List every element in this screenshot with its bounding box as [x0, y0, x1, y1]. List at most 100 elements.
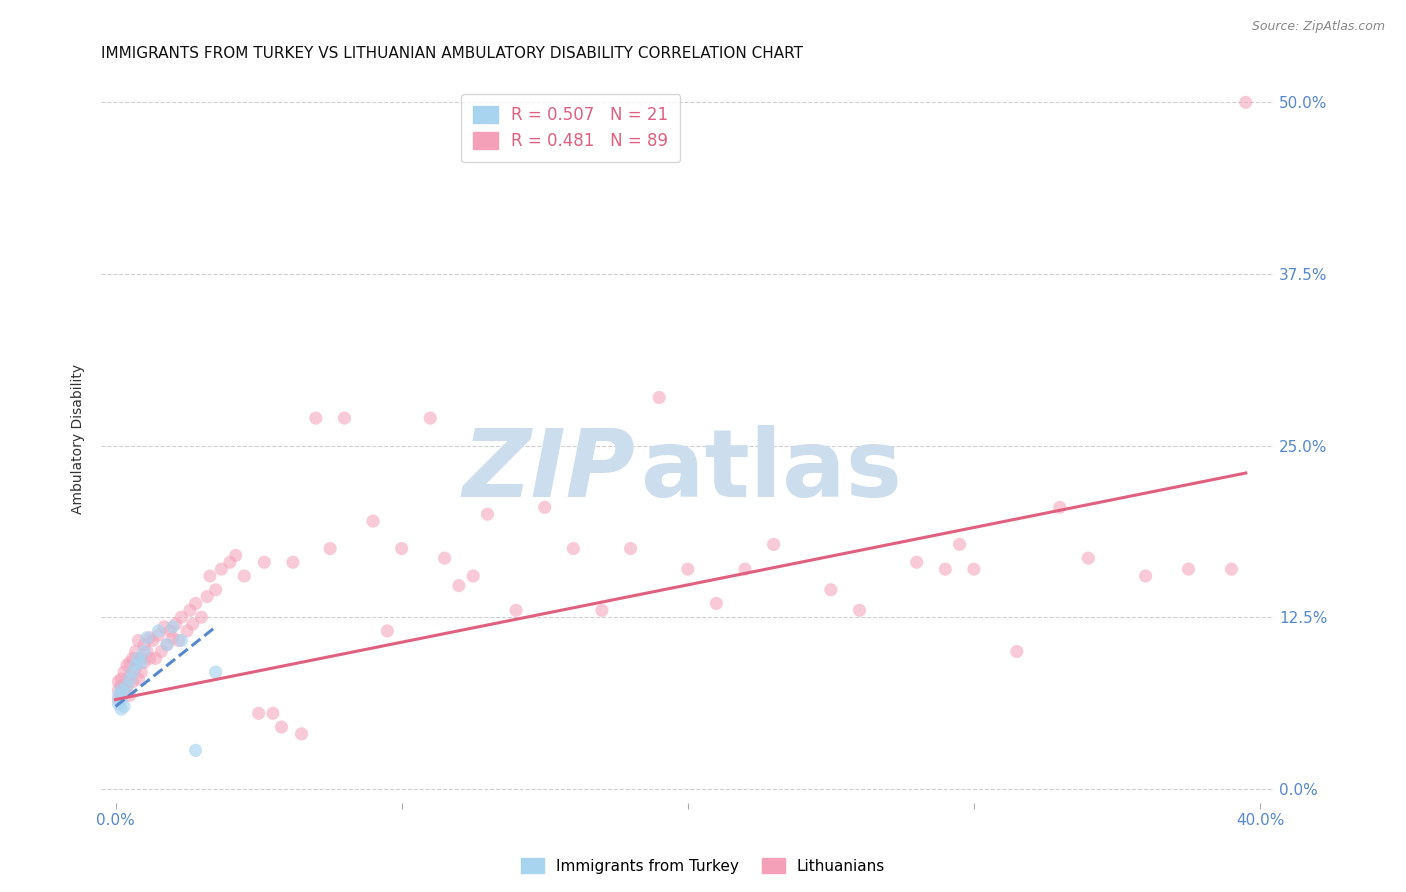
Point — [195, 590, 218, 604]
Point — [477, 507, 499, 521]
Point — [179, 603, 201, 617]
Point — [375, 624, 398, 638]
Point — [905, 555, 928, 569]
Point — [148, 624, 170, 638]
Point — [110, 672, 132, 686]
Text: Source: ZipAtlas.com: Source: ZipAtlas.com — [1251, 20, 1385, 33]
Point — [1049, 500, 1071, 515]
Point — [112, 686, 135, 700]
Point — [134, 644, 156, 658]
Point — [190, 610, 212, 624]
Point — [129, 651, 152, 665]
Point — [463, 569, 485, 583]
Point — [145, 651, 167, 665]
Point — [1177, 562, 1199, 576]
Point — [121, 674, 143, 689]
Point — [136, 631, 159, 645]
Point — [1234, 95, 1257, 110]
Point — [107, 697, 129, 711]
Point — [148, 628, 170, 642]
Legend: Immigrants from Turkey, Lithuanians: Immigrants from Turkey, Lithuanians — [515, 852, 891, 880]
Point — [142, 633, 165, 648]
Point — [170, 610, 193, 624]
Point — [562, 541, 585, 556]
Point — [110, 689, 132, 703]
Point — [129, 656, 152, 670]
Point — [281, 555, 304, 569]
Point — [118, 656, 141, 670]
Point — [963, 562, 986, 576]
Text: ZIP: ZIP — [463, 425, 636, 517]
Point — [619, 541, 641, 556]
Point — [447, 579, 470, 593]
Point — [433, 551, 456, 566]
Point — [290, 727, 312, 741]
Point — [159, 624, 181, 638]
Point — [591, 603, 613, 617]
Point — [150, 644, 173, 658]
Point — [361, 514, 384, 528]
Point — [127, 672, 149, 686]
Text: atlas: atlas — [641, 425, 901, 517]
Point — [107, 682, 129, 697]
Point — [184, 597, 207, 611]
Point — [949, 537, 972, 551]
Point — [209, 562, 232, 576]
Point — [648, 391, 671, 405]
Point — [391, 541, 413, 556]
Point — [162, 631, 184, 645]
Point — [107, 689, 129, 703]
Point — [156, 638, 179, 652]
Point — [219, 555, 242, 569]
Point — [533, 500, 555, 515]
Point — [121, 651, 143, 665]
Point — [181, 617, 204, 632]
Point — [139, 651, 162, 665]
Point — [110, 692, 132, 706]
Point — [233, 569, 256, 583]
Point — [848, 603, 870, 617]
Point — [204, 582, 226, 597]
Point — [115, 679, 138, 693]
Point — [110, 682, 132, 697]
Point — [184, 743, 207, 757]
Point — [170, 633, 193, 648]
Point — [134, 656, 156, 670]
Point — [165, 617, 187, 632]
Point — [253, 555, 276, 569]
Point — [333, 411, 356, 425]
Point — [107, 674, 129, 689]
Point — [118, 669, 141, 683]
Point — [419, 411, 441, 425]
Point — [1220, 562, 1243, 576]
Point — [270, 720, 292, 734]
Point — [127, 651, 149, 665]
Text: IMMIGRANTS FROM TURKEY VS LITHUANIAN AMBULATORY DISABILITY CORRELATION CHART: IMMIGRANTS FROM TURKEY VS LITHUANIAN AMB… — [101, 46, 803, 62]
Point — [127, 633, 149, 648]
Point — [112, 682, 135, 697]
Point — [124, 658, 146, 673]
Point — [107, 692, 129, 706]
Point — [762, 537, 785, 551]
Point — [162, 620, 184, 634]
Point — [118, 689, 141, 703]
Point — [198, 569, 221, 583]
Point — [1077, 551, 1099, 566]
Point — [167, 633, 190, 648]
Point — [129, 665, 152, 679]
Point — [262, 706, 284, 721]
Point — [134, 638, 156, 652]
Point — [706, 597, 728, 611]
Point — [115, 658, 138, 673]
Point — [1135, 569, 1157, 583]
Point — [676, 562, 699, 576]
Point — [734, 562, 756, 576]
Point — [110, 679, 132, 693]
Point — [820, 582, 842, 597]
Point — [305, 411, 328, 425]
Point — [112, 699, 135, 714]
Point — [247, 706, 270, 721]
Point — [176, 624, 198, 638]
Point — [118, 672, 141, 686]
Point — [156, 638, 179, 652]
